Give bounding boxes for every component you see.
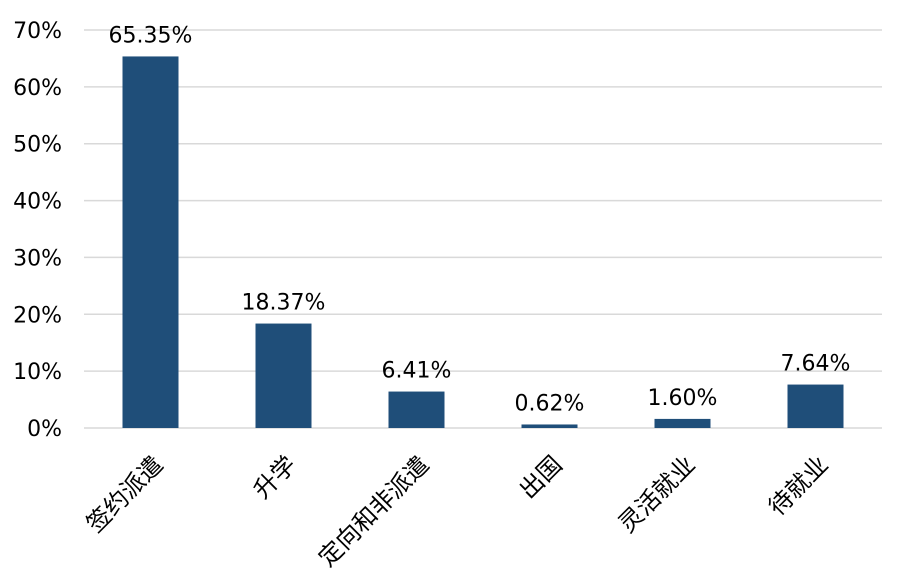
bar — [255, 323, 312, 428]
bars — [122, 56, 844, 429]
category-label: 出国 — [514, 450, 568, 504]
category-label: 定向和非派遣 — [313, 450, 435, 572]
data-label: 6.41% — [382, 359, 452, 384]
y-tick-label: 30% — [13, 246, 62, 271]
category-label: 待就业 — [763, 450, 834, 521]
bar — [654, 418, 711, 428]
bar — [521, 424, 578, 428]
category-label: 灵活就业 — [613, 450, 701, 538]
y-tick-label: 20% — [13, 303, 62, 328]
y-tick-label: 70% — [13, 19, 62, 44]
grid-lines — [84, 29, 882, 429]
bar — [787, 384, 844, 428]
category-label: 签约派遣 — [81, 450, 169, 538]
category-labels: 签约派遣 升学 定向和非派遣 出国 灵活就业 待就业 — [81, 450, 834, 572]
data-label: 65.35% — [109, 23, 193, 48]
y-axis-tick-labels: 0% 10% 20% 30% 40% 50% 60% 70% — [13, 19, 62, 442]
y-tick-label: 40% — [13, 190, 62, 215]
bar — [122, 56, 179, 429]
category-label: 升学 — [248, 450, 302, 504]
bar — [388, 391, 445, 428]
y-tick-label: 10% — [13, 360, 62, 385]
y-tick-label: 50% — [13, 133, 62, 158]
data-labels: 65.35% 18.37% 6.41% 0.62% 1.60% 7.64% — [109, 23, 851, 416]
y-tick-label: 60% — [13, 76, 62, 101]
data-label: 18.37% — [242, 291, 326, 316]
data-label: 0.62% — [515, 391, 585, 416]
data-label: 7.64% — [781, 352, 851, 377]
y-tick-label: 0% — [27, 417, 62, 442]
data-label: 1.60% — [648, 386, 718, 411]
